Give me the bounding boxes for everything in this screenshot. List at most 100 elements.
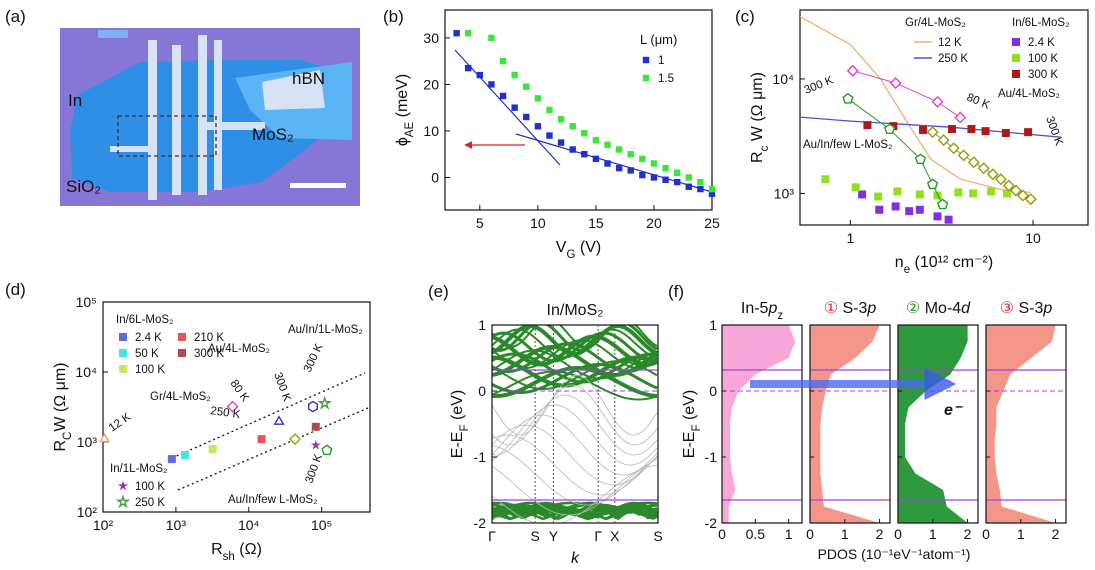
pdos-area xyxy=(810,325,880,523)
panel-label: (d) xyxy=(5,280,26,299)
marker xyxy=(891,202,900,211)
marker xyxy=(569,146,576,153)
legend-label: 250 K xyxy=(135,497,165,509)
x-tick-label: 10⁴ xyxy=(238,517,260,533)
x-tick-label: 0 xyxy=(718,526,726,542)
annotation: 300 K xyxy=(1043,115,1065,148)
marker xyxy=(273,415,285,425)
plot-frame xyxy=(985,324,1067,524)
marker xyxy=(821,175,830,184)
marker xyxy=(569,123,576,130)
x-tick-label: 5 xyxy=(476,215,484,231)
band-line xyxy=(492,374,658,436)
x-tick-label: 2 xyxy=(1052,526,1060,542)
marker xyxy=(874,192,883,201)
legend-swatch xyxy=(1012,38,1020,46)
x-tick-label: Γ xyxy=(488,528,496,544)
y-axis-label: RCW (Ω μm) xyxy=(52,362,74,451)
x-tick-label: 2 xyxy=(964,526,972,542)
y-axis-label-part: R xyxy=(749,151,766,163)
panel-label: (c) xyxy=(735,7,755,26)
x-axis-label-part: e xyxy=(904,264,910,276)
marker xyxy=(226,400,239,413)
marker xyxy=(957,149,970,162)
x-axis-label-part: V xyxy=(556,239,567,256)
legend-swatch xyxy=(178,333,186,341)
marker xyxy=(615,146,623,153)
legend-label: 1 xyxy=(658,55,664,67)
micrograph: In hBN MoS₂ SiO₂ xyxy=(60,28,360,206)
x-tick-label: 20 xyxy=(646,215,662,231)
pdos-area xyxy=(722,325,796,523)
y-axis-label-part: ϕ xyxy=(394,137,411,146)
marker xyxy=(933,212,942,221)
micrograph-label: SiO₂ xyxy=(66,177,101,196)
plot-frame xyxy=(809,324,891,524)
y-axis-label-part: W (Ω μm) xyxy=(749,72,766,146)
x-tick-label: 0 xyxy=(894,526,902,542)
marker xyxy=(465,30,472,37)
y-axis-label: E-EF (eV) xyxy=(681,390,703,458)
y-axis-label: ϕAE (meV) xyxy=(394,74,416,146)
y-axis-label-part: F xyxy=(691,424,703,431)
marker xyxy=(257,435,266,444)
subplot-title-part: S-3 xyxy=(1014,300,1043,317)
band-line xyxy=(492,445,658,506)
marker xyxy=(476,71,484,79)
subplot-title-part: ① xyxy=(824,300,838,317)
marker xyxy=(627,167,634,174)
marker xyxy=(499,57,507,65)
marker xyxy=(465,64,472,72)
marker xyxy=(981,127,990,136)
legend-label: 2.4 K xyxy=(1028,37,1055,49)
x-tick-label: 0 xyxy=(806,526,814,542)
subplot-title: ① S-3p xyxy=(824,300,877,317)
band-line xyxy=(492,366,658,399)
panel-label: (f) xyxy=(668,282,684,301)
y-axis-label-part: AE xyxy=(404,122,416,138)
x-axis-label-part: sh xyxy=(223,551,235,563)
y-tick-label: 10³ xyxy=(77,434,98,450)
marker xyxy=(893,187,902,196)
marker xyxy=(1024,128,1033,137)
marker xyxy=(987,187,996,196)
marker xyxy=(180,451,189,460)
annotation: 300 K xyxy=(271,371,293,404)
y-tick-label: -2 xyxy=(705,515,718,531)
marker xyxy=(863,121,872,130)
band-line xyxy=(492,434,658,496)
legend-swatch xyxy=(642,56,650,64)
legend-label: 100 K xyxy=(135,481,165,493)
marker xyxy=(673,178,681,186)
subplot-title-part: p xyxy=(767,300,777,317)
y-axis-label-part: C xyxy=(62,432,74,440)
annotation: 80 K xyxy=(228,378,252,405)
legend-title: L (μm) xyxy=(640,32,677,47)
subplot-title: ③ S-3p xyxy=(1000,300,1053,317)
x-axis-label-part: R xyxy=(211,541,223,558)
y-axis-label-part: E-E xyxy=(449,432,466,459)
marker xyxy=(858,190,867,199)
subplot-title-part: ③ xyxy=(1000,300,1014,317)
marker xyxy=(889,77,902,90)
annotation: 300 K xyxy=(302,342,326,375)
marker xyxy=(969,189,978,198)
fit-line xyxy=(454,49,561,166)
marker xyxy=(557,139,565,146)
x-tick-label: S xyxy=(530,528,539,544)
plot-frame xyxy=(102,301,371,513)
legend-title: In/6L-MoS₂ xyxy=(1012,17,1070,29)
marker xyxy=(697,178,704,186)
marker xyxy=(685,174,692,181)
y-axis-label-part: (eV) xyxy=(449,390,466,425)
band-line xyxy=(492,384,658,446)
marker xyxy=(944,215,953,224)
marker xyxy=(310,439,321,450)
marker xyxy=(488,81,495,88)
subplot-title-part: d xyxy=(961,300,971,317)
marker xyxy=(947,125,956,134)
marker xyxy=(1002,179,1015,192)
legend-label: 210 K xyxy=(194,332,224,344)
subplot-title-part: Mo-4 xyxy=(920,300,961,317)
marker xyxy=(986,168,999,181)
